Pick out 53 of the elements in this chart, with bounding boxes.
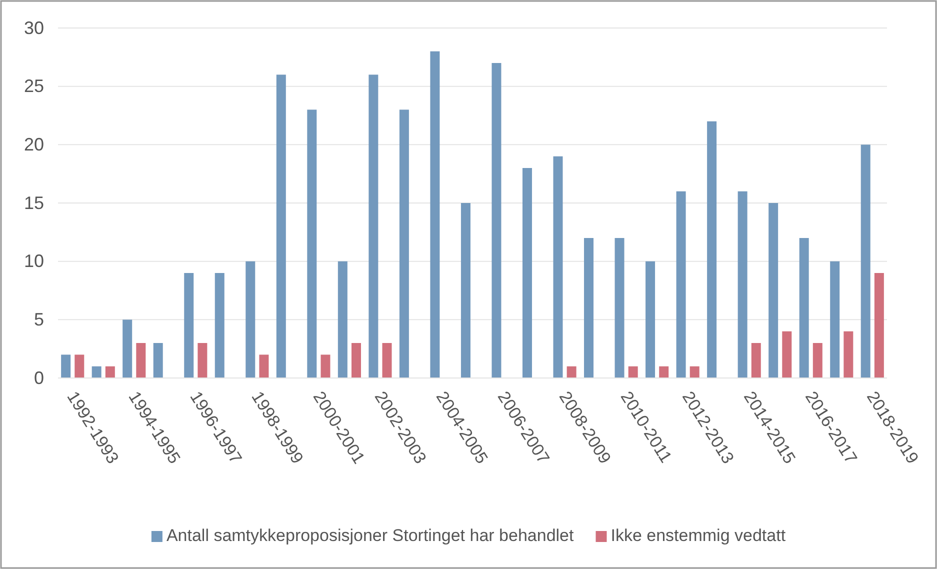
bar — [61, 354, 71, 378]
legend-label: Ikke enstemmig vedtatt — [610, 526, 786, 545]
bar — [628, 366, 638, 378]
bar — [492, 63, 502, 378]
bar — [830, 261, 840, 378]
bar — [382, 343, 392, 378]
bar — [799, 238, 809, 378]
bar — [399, 110, 409, 378]
y-tick-label: 30 — [24, 18, 44, 38]
bar — [74, 354, 84, 378]
bar — [460, 203, 470, 378]
bar — [860, 144, 870, 378]
bar — [566, 366, 576, 378]
bar — [690, 366, 700, 378]
bar — [430, 51, 440, 378]
bar — [812, 343, 822, 378]
bar — [307, 110, 317, 378]
bar — [584, 238, 594, 378]
bar — [276, 74, 286, 378]
y-tick-label: 15 — [24, 192, 44, 213]
bar — [184, 273, 194, 378]
bar — [738, 191, 748, 378]
y-tick-label: 25 — [24, 76, 44, 96]
bar — [751, 343, 761, 378]
bar — [338, 261, 348, 378]
bar — [105, 366, 115, 378]
bar — [782, 331, 792, 378]
bar — [659, 366, 669, 378]
bar — [874, 273, 884, 378]
bar — [646, 261, 656, 378]
bar — [844, 331, 854, 378]
y-tick-label: 10 — [24, 251, 44, 272]
bar — [136, 343, 146, 378]
legend-label: Antall samtykkeproposisjoner Stortinget har behandlet — [166, 526, 574, 545]
bar — [214, 273, 224, 378]
bar — [320, 354, 330, 378]
y-tick-label: 20 — [24, 134, 44, 154]
bar — [614, 238, 624, 378]
bar — [768, 203, 778, 378]
bar — [198, 343, 208, 378]
bar — [122, 320, 132, 378]
bar — [368, 74, 378, 378]
y-tick-label: 5 — [34, 309, 44, 330]
bar — [153, 343, 163, 378]
y-tick-label: 0 — [34, 368, 44, 388]
bar — [707, 121, 717, 378]
bar — [553, 156, 563, 378]
bar — [246, 261, 256, 378]
bar — [259, 354, 269, 378]
bar — [522, 168, 532, 378]
bar — [92, 366, 102, 378]
bar — [351, 343, 361, 378]
bar — [676, 191, 686, 378]
